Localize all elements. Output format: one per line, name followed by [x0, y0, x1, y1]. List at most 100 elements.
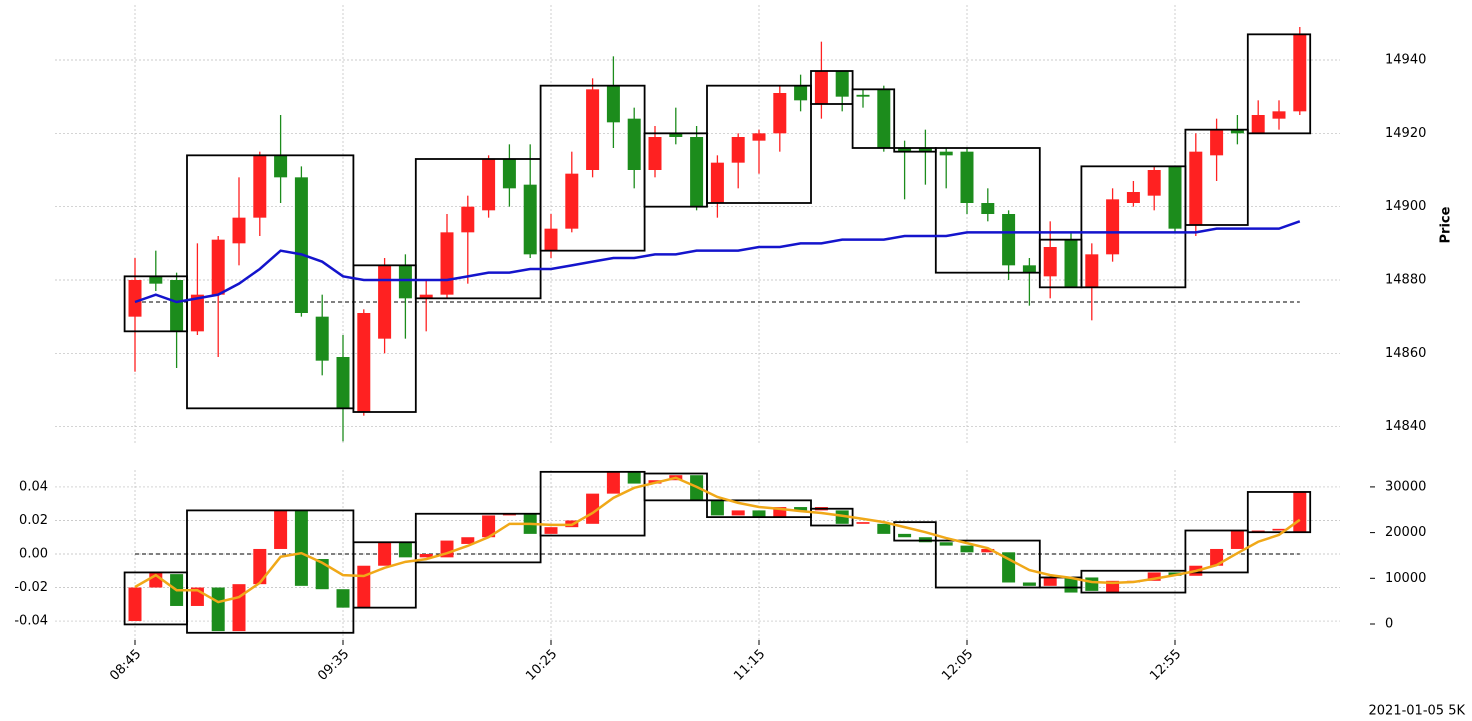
candle-body: [461, 537, 475, 544]
candle-body: [398, 265, 412, 299]
candle-body: [1043, 577, 1057, 586]
candle-body: [544, 527, 558, 534]
candle-body: [190, 294, 204, 332]
y-axis-title: Price: [1439, 206, 1454, 243]
candle-body: [336, 357, 350, 409]
candle-body: [419, 553, 433, 558]
range-box: [934, 147, 1041, 274]
y-tick-label: -0.02: [14, 580, 48, 595]
candle-body: [419, 294, 433, 299]
candle-body: [1230, 129, 1244, 134]
candle-body: [378, 265, 392, 339]
x-tick-label: 11:15: [731, 647, 768, 684]
range-box: [643, 472, 708, 502]
range-box: [1080, 165, 1187, 289]
candle-body: [315, 559, 329, 590]
candle-body: [918, 148, 932, 152]
range-box: [1080, 569, 1187, 594]
candle-body: [773, 507, 787, 518]
candle-body: [482, 159, 496, 211]
y2-tick-label: 30000: [1385, 479, 1426, 494]
candle-body: [856, 522, 870, 524]
candle-body: [1210, 548, 1224, 566]
candle-body: [482, 515, 496, 538]
candle-body: [627, 471, 641, 484]
candle-body: [814, 71, 828, 104]
candle-body: [710, 162, 724, 203]
y-tick-label: -0.04: [14, 614, 48, 629]
range-box: [1184, 128, 1249, 226]
range-box: [851, 88, 896, 149]
candle-body: [1022, 582, 1036, 586]
candle-body: [606, 471, 620, 494]
range-box: [706, 84, 812, 204]
candle-body: [440, 232, 454, 295]
candle-body: [294, 510, 308, 586]
candle-body: [731, 510, 745, 516]
range-box: [1246, 491, 1312, 534]
candle-body: [731, 137, 745, 163]
candle-body: [981, 548, 995, 553]
candle-body: [211, 239, 225, 295]
candle-body: [939, 151, 953, 156]
y2-tick-label: 20000: [1385, 525, 1426, 540]
candle-body: [773, 93, 787, 134]
candle-body: [357, 565, 371, 608]
candle-body: [690, 137, 704, 207]
candle-body: [1043, 247, 1057, 277]
candle-body: [898, 148, 912, 152]
candle-body: [1106, 199, 1120, 255]
y-tick-label: 14940: [1385, 53, 1426, 68]
candle-body: [461, 206, 475, 233]
candle-body: [835, 71, 849, 97]
candle-body: [794, 507, 808, 511]
candle-body: [960, 545, 974, 553]
candle-body: [1002, 214, 1016, 266]
candle-body: [1147, 170, 1161, 196]
y2-tick-label: 0: [1385, 617, 1393, 632]
y-tick-label: 14840: [1385, 419, 1426, 434]
candle-body: [336, 589, 350, 608]
candle-body: [1147, 572, 1161, 581]
candle-body: [1251, 115, 1265, 134]
y-tick-label: 0.04: [19, 479, 48, 494]
candle-body: [939, 542, 953, 546]
candle-body: [565, 173, 579, 229]
range-box: [1246, 33, 1312, 135]
candle-body: [752, 133, 766, 141]
candle-body: [1210, 129, 1224, 156]
y-tick-label: 14900: [1385, 199, 1426, 214]
candle-body: [253, 548, 267, 585]
candle-body: [274, 155, 288, 178]
candle-body: [960, 151, 974, 203]
y-tick-label: 0.02: [19, 513, 48, 528]
candle-body: [669, 133, 683, 137]
candle-body: [232, 217, 246, 244]
candle-body: [1085, 577, 1099, 591]
range-box: [934, 539, 1041, 589]
candle-body: [149, 276, 163, 284]
candle-body: [128, 280, 142, 317]
range-box: [893, 521, 937, 542]
candle-body: [877, 89, 891, 148]
candle-body: [981, 203, 995, 214]
y-tick-label: 14880: [1385, 273, 1426, 288]
candle-body: [606, 85, 620, 123]
candle-body: [357, 313, 371, 412]
candle-body: [898, 533, 912, 538]
candle-body: [502, 159, 516, 189]
candle-body: [211, 587, 225, 632]
candle-body: [586, 89, 600, 170]
candle-body: [710, 500, 724, 516]
candle-body: [856, 94, 870, 97]
candle-body: [398, 542, 412, 558]
y2-tick-label: 10000: [1385, 571, 1426, 586]
footnote: 2021-01-05 5K: [1369, 704, 1466, 719]
x-tick-label: 08:45: [107, 647, 144, 684]
range-box: [414, 158, 542, 300]
range-box: [1184, 529, 1249, 574]
candle-body: [1272, 528, 1286, 531]
candle-body: [835, 510, 849, 524]
candle-body: [1085, 254, 1099, 288]
